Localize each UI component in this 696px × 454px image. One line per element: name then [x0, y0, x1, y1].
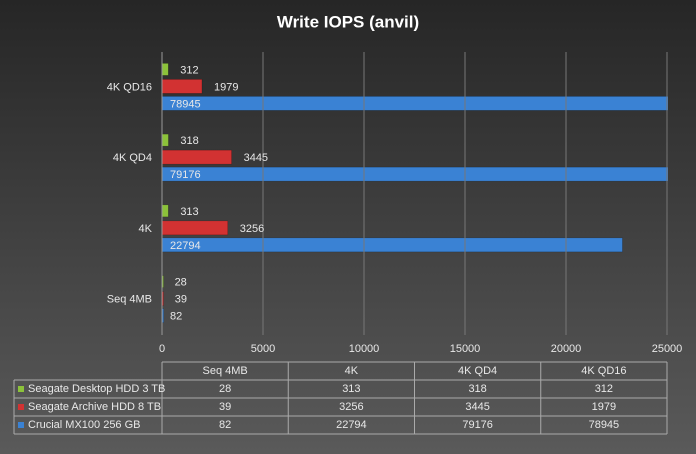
- table-cell: 22794: [336, 419, 367, 431]
- data-label: 313: [180, 206, 198, 218]
- bar: [162, 275, 164, 288]
- data-label: 318: [180, 135, 198, 147]
- table-cell: 312: [595, 383, 613, 395]
- table-header: 4K: [345, 365, 359, 377]
- y-tick-label: 4K QD16: [107, 81, 152, 93]
- table-cell: 79176: [462, 419, 493, 431]
- x-tick-label: 10000: [349, 343, 380, 355]
- y-tick-label: 4K QD4: [113, 152, 152, 164]
- legend-swatch: [18, 404, 24, 410]
- table-cell: 3445: [465, 401, 489, 413]
- bar: [162, 291, 164, 306]
- bar: [162, 237, 623, 253]
- data-label: 1979: [214, 81, 238, 93]
- data-label: 79176: [170, 169, 201, 181]
- x-tick-label: 20000: [551, 343, 582, 355]
- legend-swatch: [18, 422, 24, 428]
- table-cell: 28: [219, 383, 231, 395]
- table-cell: 78945: [589, 419, 620, 431]
- chart-title: Write IOPS (anvil): [277, 12, 419, 31]
- legend-label: Seagate Desktop HDD 3 TB: [28, 383, 165, 395]
- data-label: 312: [180, 64, 198, 76]
- legend-swatch: [18, 386, 24, 392]
- bar: [162, 220, 229, 236]
- table-header: 4K QD4: [458, 365, 497, 377]
- table-header: Seq 4MB: [203, 365, 248, 377]
- legend-label: Crucial MX100 256 GB: [28, 419, 141, 431]
- data-label: 3256: [240, 223, 264, 235]
- bar: [162, 96, 668, 111]
- table-cell: 1979: [592, 401, 616, 413]
- plot: [162, 63, 668, 323]
- table-cell: 3256: [339, 401, 363, 413]
- x-tick-label: 5000: [251, 343, 275, 355]
- legend-label: Seagate Archive HDD 8 TB: [28, 401, 161, 413]
- bar: [162, 63, 169, 76]
- bar: [162, 79, 203, 94]
- table-header: 4K QD16: [581, 365, 626, 377]
- y-tick-label: 4K: [139, 223, 153, 235]
- x-tick-label: 0: [159, 343, 165, 355]
- y-tick-label: Seq 4MB: [107, 294, 152, 306]
- x-tick-label: 25000: [652, 343, 683, 355]
- data-label: 78945: [170, 98, 201, 110]
- data-label: 28: [175, 277, 187, 289]
- x-tick-label: 15000: [450, 343, 481, 355]
- table-cell: 313: [342, 383, 360, 395]
- data-label: 3445: [244, 152, 268, 164]
- table-cell: 82: [219, 419, 231, 431]
- table-cell: 318: [468, 383, 486, 395]
- table-cell: 39: [219, 401, 231, 413]
- data-label: 39: [175, 294, 187, 306]
- bar: [162, 166, 668, 182]
- bar: [162, 308, 164, 323]
- data-label: 82: [170, 311, 182, 323]
- bar: [162, 149, 232, 165]
- bar: [162, 133, 169, 147]
- bar: [162, 204, 169, 218]
- data-label: 22794: [170, 240, 201, 252]
